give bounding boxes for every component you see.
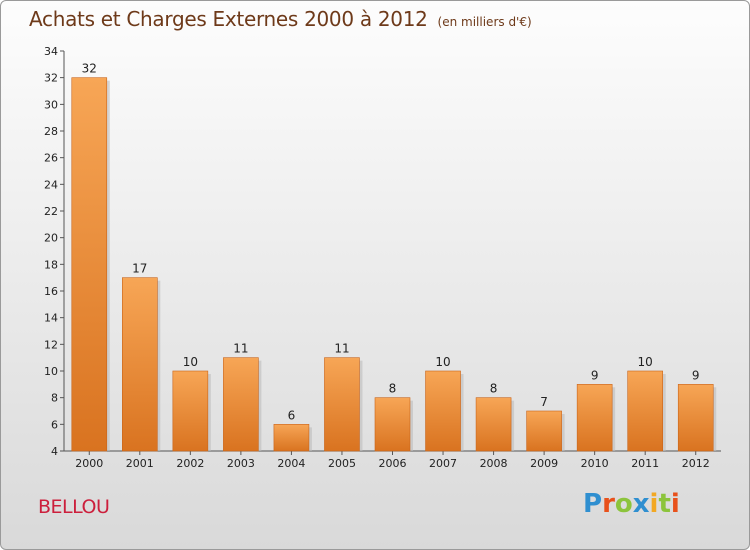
data-label: 7 [540, 395, 548, 409]
data-label: 8 [389, 382, 397, 396]
y-tick-label: 6 [51, 418, 58, 431]
chart-title-text: Achats et Charges Externes 2000 à 2012 [29, 7, 428, 31]
bar-layer [71, 77, 717, 452]
y-tick-label: 26 [44, 152, 58, 165]
data-label: 11 [334, 342, 349, 356]
y-tick-label: 22 [44, 205, 58, 218]
y-tick-label: 12 [44, 338, 58, 351]
logo-letter: t [658, 489, 671, 519]
bar [122, 277, 158, 452]
data-label: 10 [183, 355, 198, 369]
x-tick-label: 2007 [429, 457, 457, 470]
x-tick-label: 2009 [530, 457, 558, 470]
x-tick-label: 2012 [682, 457, 710, 470]
logo-letter: P [583, 489, 603, 519]
chart-title: Achats et Charges Externes 2000 à 2012 (e… [29, 7, 532, 31]
x-tick-label: 2002 [176, 457, 204, 470]
data-label: 6 [288, 408, 296, 422]
bar [374, 397, 411, 452]
bar [425, 370, 461, 452]
logo-letter: i [670, 489, 680, 519]
data-label: 10 [638, 355, 653, 369]
y-tick-label: 18 [44, 258, 58, 271]
y-tick-label: 10 [44, 365, 58, 378]
bar [71, 77, 108, 452]
logo-letter: r [602, 489, 615, 519]
bar [324, 357, 360, 452]
label-layer: 32 2000 17 2001 10 2002 11 2003 6 2004 11 2005 8 2006… [75, 62, 709, 470]
data-label: 9 [692, 368, 700, 382]
y-tick-label: 24 [44, 178, 58, 191]
y-tick-label: 8 [51, 392, 58, 405]
bar [677, 384, 714, 452]
axis-layer: 4 6 8 10 12 14 16 18 20 22 24 26 28 30 32 34 [44, 45, 721, 458]
x-tick-label: 2003 [227, 457, 255, 470]
data-label: 17 [132, 262, 147, 276]
data-label: 8 [490, 382, 498, 396]
data-label: 11 [233, 342, 248, 356]
x-tick-label: 2001 [126, 457, 154, 470]
commune-name: BELLOU [38, 496, 110, 518]
bar [223, 357, 259, 452]
y-tick-label: 20 [44, 232, 58, 245]
chart-unit-note: (en milliers d'€) [437, 15, 532, 29]
bar [526, 410, 562, 452]
bar [172, 370, 209, 452]
bar [475, 397, 512, 452]
bar [627, 370, 663, 452]
x-tick-label: 2006 [379, 457, 407, 470]
y-tick-label: 14 [44, 312, 58, 325]
data-label: 9 [591, 368, 599, 382]
logo-letter: x [632, 489, 650, 519]
bar [273, 424, 310, 452]
logo-letter: o [614, 489, 633, 519]
y-tick-label: 4 [51, 445, 58, 458]
x-tick-label: 2000 [75, 457, 103, 470]
x-tick-label: 2008 [480, 457, 508, 470]
x-tick-label: 2011 [631, 457, 659, 470]
x-tick-label: 2010 [581, 457, 609, 470]
data-label: 32 [82, 62, 97, 76]
y-tick-label: 34 [44, 45, 58, 58]
y-tick-label: 28 [44, 125, 58, 138]
proxiti-logo: Proxiti [583, 489, 680, 519]
x-tick-label: 2004 [277, 457, 305, 470]
x-tick-label: 2005 [328, 457, 356, 470]
logo-letter: i [649, 489, 659, 519]
y-tick-label: 16 [44, 285, 58, 298]
bar [576, 384, 613, 452]
y-tick-label: 30 [44, 98, 58, 111]
y-tick-label: 32 [44, 72, 58, 85]
data-label: 10 [435, 355, 450, 369]
